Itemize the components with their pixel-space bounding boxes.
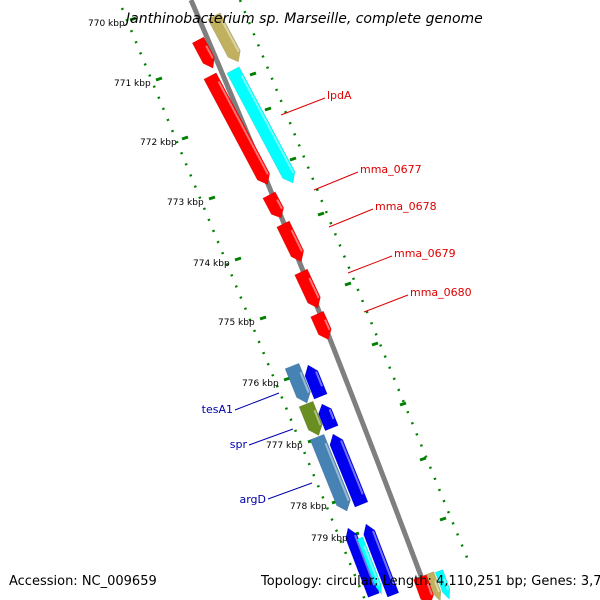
major-tick [419,456,427,462]
gene-leader-line [267,482,313,500]
major-tick [208,195,216,201]
gene-label-mma_0678: mma_0678 [375,200,437,213]
cds-forward [191,36,215,69]
tick-label: 772 kbp [140,138,177,148]
major-tick [129,16,137,22]
tick-label: 771 kbp [114,79,151,89]
cds-reverse [304,364,328,400]
cds-reverse [329,433,369,508]
cog-cyan-feature [356,536,382,595]
gene-leader-line [347,255,393,274]
major-tick [181,135,189,141]
tick-label: 778 kbp [290,502,327,512]
cog-tesA1 [284,362,311,404]
major-tick [439,516,447,522]
gene-label-mma_0679: mma_0679 [394,247,456,260]
major-tick [234,256,242,262]
tick-label: 770 kbp [88,19,125,29]
gene-label-tesA1: tesA1 [202,403,233,416]
cds-reverse [318,403,339,432]
tick-labels: 770 kbp 771 kbp 772 kbp 773 kbp 774 kbp 775 k… [88,19,348,544]
major-tick [155,76,163,82]
gene-label-spr: spr [230,438,248,451]
gene-leader-line [234,392,280,411]
genome-backbone [188,0,433,600]
major-tick [264,106,272,112]
major-tick [399,401,407,407]
gene-label-mma_0680: mma_0680 [410,286,472,299]
major-tick [259,315,267,321]
major-tick [289,156,297,162]
cds-mma_0677 [262,191,284,219]
gene-labels: lpdA mma_0677 mma_0678 mma_0679 mma_0680 tesA… [202,89,472,506]
gene-label-argD: argD [239,493,266,506]
tick-label: 777 kbp [266,441,303,451]
gene-leader-line [328,208,374,228]
cds-lpdA [203,72,270,185]
gene-leader-line [280,97,326,116]
tick-label: 775 kbp [218,318,255,328]
accession-text: Accession: NC_009659 [9,574,157,589]
tick-label: 773 kbp [167,198,204,208]
tick-label: 779 kbp [311,534,348,544]
tick-label: 774 kbp [193,259,230,269]
cog-olive-feature [425,571,442,600]
major-tick [371,341,379,347]
gene-leader-line [248,428,294,446]
cds-mma_0678 [276,220,305,263]
cog-cyan-feature [434,569,451,600]
cog-spr [298,400,323,436]
cog-olive-feature [207,12,241,63]
gene-leader-line [363,294,409,313]
gene-leader-line [313,171,359,191]
genome-summary-text: Topology: circular; Length: 4,110,251 bp… [261,574,600,589]
gene-features [191,12,451,600]
gene-label-lpdA: lpdA [327,89,352,102]
cds-mma_0679 [294,268,321,309]
cds-reverse [363,523,400,598]
map-title: Janthinobacterium sp. Marseille, complet… [123,11,483,27]
cds-mma_0680 [310,310,332,340]
cog-cyan-feature [226,66,296,184]
major-tick [317,211,325,217]
cog-argD [309,433,351,512]
major-tick [344,281,352,287]
gene-label-mma_0677: mma_0677 [360,163,422,176]
major-tick [249,71,257,77]
tick-label: 776 kbp [242,379,279,389]
